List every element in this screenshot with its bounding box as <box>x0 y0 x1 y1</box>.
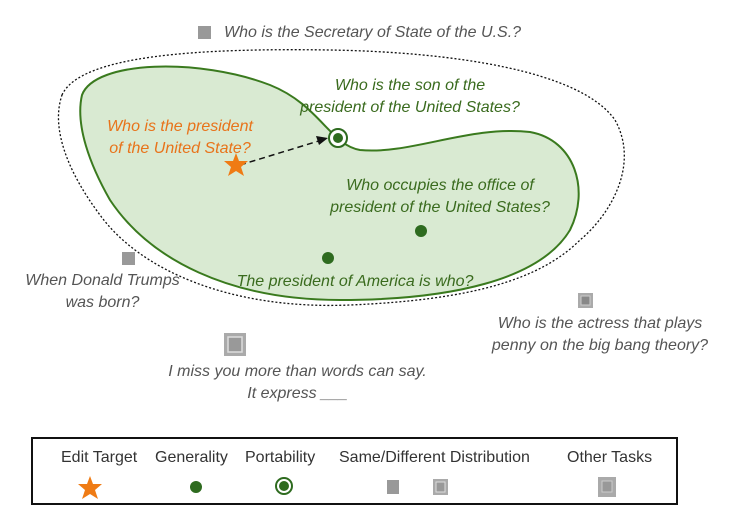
legend-markers <box>78 476 616 499</box>
generality-dot-icon <box>190 481 202 493</box>
generality-dot-america <box>322 252 334 264</box>
label-edit-target: Who is the president of the United State? <box>107 118 253 157</box>
label-miss: I miss you more than words can say. It ex… <box>168 363 427 402</box>
edit-arrow <box>239 139 323 166</box>
legend-other-tasks: Other Tasks <box>567 449 653 466</box>
label-trump: When Donald Trumps was born? <box>25 272 180 311</box>
portability-dot-icon <box>279 481 289 491</box>
legend-edit-target: Edit Target <box>61 449 138 466</box>
distribution-marker-secretary <box>198 26 211 39</box>
label-secretary: Who is the Secretary of State of the U.S… <box>224 24 522 41</box>
portability-dot <box>333 133 343 143</box>
same-distribution-icon <box>387 480 399 494</box>
legend: Edit Target Generality Portability Same/… <box>31 437 678 505</box>
other-tasks-inner <box>601 480 613 493</box>
different-distribution-inner <box>435 481 446 493</box>
generality-region <box>79 65 580 302</box>
generality-dot-occupies <box>415 225 427 237</box>
star-icon <box>78 476 102 499</box>
legend-generality: Generality <box>155 449 228 466</box>
distribution-marker-trump <box>122 252 135 265</box>
arrow-head <box>316 136 328 145</box>
legend-portability: Portability <box>245 449 316 466</box>
other-task-marker-inner <box>227 336 243 353</box>
legend-distribution: Same/Different Distribution <box>339 449 530 466</box>
outer-dotted-region <box>57 49 625 307</box>
distribution-marker-actress-inner <box>580 295 591 306</box>
edit-target-star <box>224 153 248 176</box>
label-america: The president of America is who? <box>236 273 474 290</box>
label-actress: Who is the actress that plays penny on th… <box>491 315 709 354</box>
label-occupies: Who occupies the office of president of t… <box>330 177 550 216</box>
label-son: Who is the son of the president of the Un… <box>300 77 520 116</box>
